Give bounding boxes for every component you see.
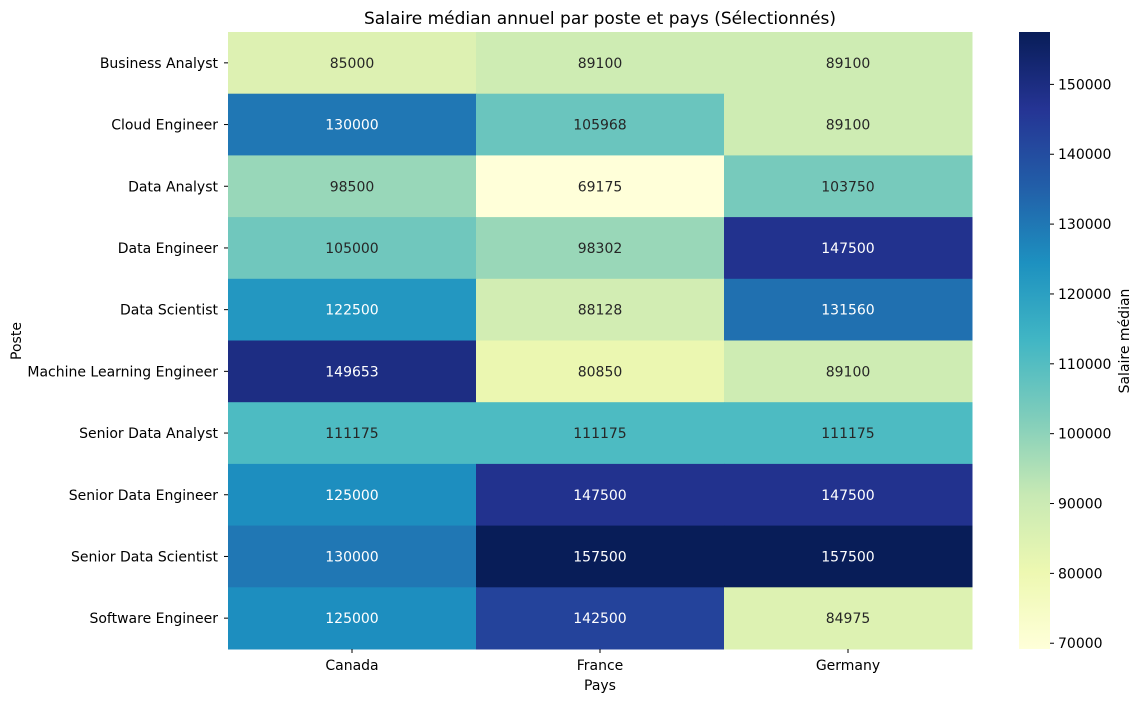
heatmap-cell	[724, 32, 973, 95]
cell-value-label: 89100	[826, 364, 871, 380]
y-tick-label: Data Engineer	[118, 241, 218, 257]
colorbar-label: Salaire médian	[1117, 289, 1133, 394]
colorbar-tick-label: 110000	[1058, 357, 1111, 373]
y-tick-label: Business Analyst	[100, 56, 219, 72]
heatmap-cell	[228, 32, 477, 95]
heatmap-cell	[476, 32, 725, 95]
cell-value-label: 69175	[578, 179, 623, 195]
heatmap-cell	[228, 463, 477, 527]
heatmap-cell	[476, 217, 725, 280]
heatmap-cells	[228, 32, 973, 650]
heatmap-cell	[724, 463, 973, 527]
cell-value-label: 157500	[821, 549, 874, 565]
cell-value-label: 89100	[826, 118, 871, 134]
heatmap-cell	[228, 525, 477, 588]
colorbar-tick-label: 140000	[1058, 147, 1111, 163]
cell-value-label: 122500	[325, 303, 378, 319]
cell-value-label: 111175	[821, 426, 874, 442]
heatmap-cell	[724, 525, 973, 588]
heatmap-cell	[724, 587, 973, 650]
heatmap-cell	[476, 155, 725, 218]
colorbar-tick-label: 130000	[1058, 217, 1111, 233]
heatmap-cell	[476, 93, 725, 156]
x-axis-ticks: Canada France Germany	[325, 649, 880, 674]
y-tick-label: Cloud Engineer	[111, 118, 218, 134]
x-tick-label: Canada	[325, 658, 378, 674]
cell-value-label: 89100	[578, 56, 623, 72]
colorbar-tick-label: 100000	[1058, 427, 1111, 443]
cell-value-label: 98302	[578, 241, 623, 257]
cell-value-label: 147500	[821, 488, 874, 504]
heatmap-cell	[476, 463, 725, 527]
cell-value-label: 103750	[821, 179, 874, 195]
y-tick-label: Data Scientist	[120, 303, 219, 319]
heatmap-cell	[228, 587, 477, 650]
cell-value-label: 89100	[826, 56, 871, 72]
y-tick-label: Data Analyst	[128, 179, 218, 195]
cell-value-label: 157500	[573, 549, 626, 565]
cell-value-label: 125000	[325, 488, 378, 504]
heatmap-cell	[228, 155, 477, 218]
cell-value-label: 147500	[573, 488, 626, 504]
cell-value-label: 105000	[325, 241, 378, 257]
colorbar-tick-label: 70000	[1058, 636, 1103, 652]
y-tick-label: Senior Data Engineer	[69, 488, 219, 504]
cell-value-label: 98500	[330, 179, 375, 195]
colorbar-tick-label: 80000	[1058, 566, 1103, 582]
colorbar-tick-label: 120000	[1058, 287, 1111, 303]
cell-value-label: 111175	[573, 426, 626, 442]
cell-value-label: 125000	[325, 611, 378, 627]
y-tick-label: Senior Data Analyst	[79, 426, 218, 442]
heatmap-cell	[724, 278, 973, 341]
colorbar-tick-label: 90000	[1058, 497, 1103, 513]
heatmap-cell	[228, 278, 477, 341]
cell-value-label: 85000	[330, 56, 375, 72]
cell-value-label: 130000	[325, 118, 378, 134]
cell-value-label: 80850	[578, 364, 623, 380]
colorbar-ticks: 70000 80000 90000 100000 110000 120000 130000 1…	[1050, 77, 1111, 652]
cell-value-label: 84975	[826, 611, 871, 627]
cell-value-label: 131560	[821, 303, 874, 319]
cell-value-label: 105968	[573, 118, 626, 134]
heatmap-cell	[476, 525, 725, 588]
x-axis-label: Pays	[584, 678, 616, 694]
cell-value-label: 142500	[573, 611, 626, 627]
heatmap-cell	[476, 587, 725, 650]
x-tick-label: France	[577, 658, 624, 674]
heatmap-cell	[228, 402, 477, 465]
chart-title: Salaire médian annuel par poste et pays …	[364, 9, 836, 29]
heatmap-cell	[228, 93, 477, 156]
heatmap-cell	[724, 217, 973, 280]
y-tick-label: Machine Learning Engineer	[27, 364, 218, 380]
heatmap-cell	[724, 155, 973, 218]
heatmap-cell	[228, 217, 477, 280]
cell-value-label: 147500	[821, 241, 874, 257]
heatmap-cell	[476, 340, 725, 403]
cell-value-labels: 85000 89100 89100 130000 105968 89100 98500 691…	[325, 56, 874, 627]
colorbar	[1019, 32, 1050, 649]
heatmap-cell	[724, 93, 973, 156]
heatmap-cell	[476, 402, 725, 465]
heatmap-cell	[228, 340, 477, 403]
heatmap-cell	[724, 402, 973, 465]
cell-value-label: 88128	[578, 303, 623, 319]
cell-value-label: 149653	[325, 364, 378, 380]
y-axis-label: Poste	[9, 322, 25, 360]
y-tick-label: Software Engineer	[89, 611, 218, 627]
y-axis-ticks: Business Analyst Cloud Engineer Data Analy…	[27, 56, 228, 627]
y-tick-label: Senior Data Scientist	[71, 549, 219, 565]
heatmap-cell	[476, 278, 725, 341]
cell-value-label: 130000	[325, 549, 378, 565]
cell-value-label: 111175	[325, 426, 378, 442]
x-tick-label: Germany	[816, 658, 880, 674]
colorbar-tick-label: 150000	[1058, 77, 1111, 93]
heatmap-cell	[724, 340, 973, 403]
